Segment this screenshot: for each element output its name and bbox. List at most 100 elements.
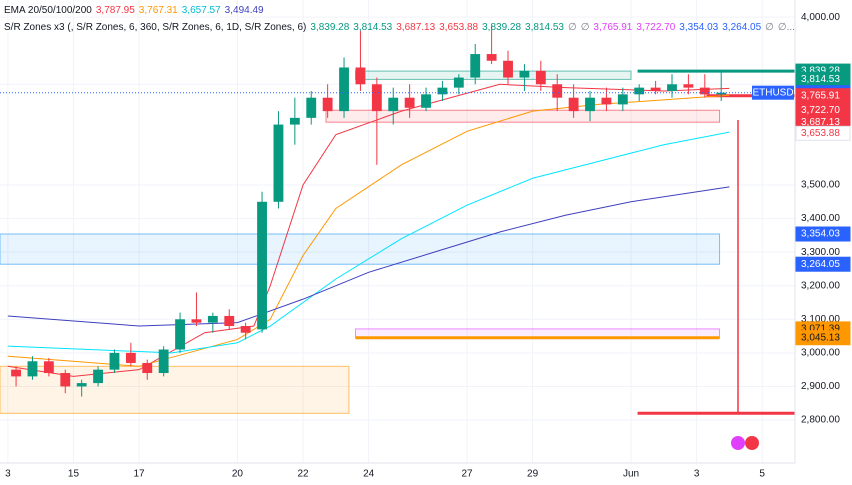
- x-tick-label: 5: [759, 469, 765, 480]
- legend-item: ∅: [580, 22, 590, 33]
- candle-body: [240, 326, 251, 333]
- y-tick-label: 2,900.00: [801, 381, 840, 392]
- price-tag-bg: [795, 330, 851, 346]
- x-tick-label: 3: [5, 469, 11, 480]
- y-tick-label: 2,800.00: [801, 415, 840, 426]
- candle-body: [470, 54, 481, 78]
- y-tick-label: 3,000.00: [801, 348, 840, 359]
- x-tick-label: 15: [68, 469, 80, 480]
- candle-body: [634, 87, 645, 95]
- candle-body: [191, 319, 202, 323]
- candle-body: [667, 84, 677, 91]
- ema-line: [7, 131, 730, 354]
- candle-body: [388, 97, 399, 112]
- price-tag: 3,722.70: [801, 105, 840, 116]
- candle-body: [503, 60, 513, 78]
- x-tick-label: 22: [297, 469, 309, 480]
- candle-body: [289, 117, 300, 125]
- y-tick-label: 3,100.00: [801, 314, 840, 325]
- legend-item: 3,657.57: [181, 5, 221, 16]
- ema-line: [7, 186, 730, 327]
- price-tag: 3,653.88: [801, 128, 840, 139]
- candle-body: [601, 97, 612, 105]
- candle-body: [142, 362, 153, 374]
- price-tag-bg: [795, 88, 851, 104]
- legend-item: EMA 20/50/100/200: [4, 5, 92, 16]
- sr-zone: [325, 109, 721, 123]
- price-tag: 3,354.03: [801, 229, 840, 240]
- legend-item: 3,494.49: [224, 5, 264, 16]
- x-tick-label: Jun: [623, 469, 639, 480]
- legend-row: EMA 20/50/100/200 3,787.95 3,767.31 3,657.5…: [4, 2, 799, 19]
- candle-body: [650, 87, 661, 91]
- candle-body: [27, 361, 38, 377]
- candle-body: [355, 67, 366, 85]
- candle-body: [519, 70, 530, 78]
- legend-item: 3,722.70: [636, 22, 676, 33]
- candle-body: [699, 87, 710, 95]
- legend-item: 3,814.53: [525, 22, 564, 33]
- candle-body: [224, 315, 235, 327]
- legend-item: 3,264.05: [722, 22, 762, 33]
- candle-body: [60, 373, 71, 387]
- candle-body: [76, 383, 87, 387]
- price-tag: 3,071.39: [801, 324, 840, 335]
- candle-body: [683, 84, 694, 88]
- y-tick-label: 3,200.00: [801, 280, 840, 291]
- price-tag: 3,814.53: [801, 74, 840, 85]
- candle-body: [486, 54, 497, 61]
- price-tag: 3,687.13: [801, 117, 840, 128]
- price-tag-bg: [795, 256, 851, 272]
- candle-body: [175, 319, 185, 350]
- legend-item: S/R Zones x3 (, S/R Zones, 6, 360, S/R Z…: [4, 22, 307, 33]
- price-tag-bg: [795, 125, 851, 141]
- candle-body: [306, 97, 317, 118]
- y-tick-label: 3,400.00: [801, 213, 840, 224]
- legend-item: ∅: [567, 22, 577, 33]
- candle-body: [43, 361, 54, 374]
- price-tag: 3,765.91: [801, 90, 840, 101]
- candle-body: [339, 67, 349, 112]
- x-tick-label: 17: [133, 469, 145, 480]
- candle-body: [716, 92, 727, 95]
- price-tag: 3,264.05: [801, 259, 840, 270]
- x-tick-label: 20: [232, 469, 244, 480]
- legend-item: 3,787.95: [95, 5, 135, 16]
- candle-body: [322, 97, 333, 112]
- legend-item: ∅: [765, 22, 774, 33]
- y-tick-label: 3,500.00: [801, 180, 840, 191]
- candle-body: [404, 97, 415, 108]
- x-tick-label: 29: [527, 469, 539, 480]
- legend-item: 3,687.13: [396, 22, 436, 33]
- candle-body: [125, 352, 136, 363]
- sr-zone: [0, 233, 721, 265]
- legend-item: 3,765.91: [593, 22, 633, 33]
- legend-item: 3,653.88: [439, 22, 479, 33]
- legend-item: 3,839.28: [482, 22, 522, 33]
- candle-body: [207, 315, 218, 323]
- legend: EMA 20/50/100/200 3,787.95 3,767.31 3,657.5…: [4, 2, 799, 36]
- ema-line: [7, 83, 730, 377]
- candle-body: [535, 70, 546, 85]
- legend-item: 3,814.53: [353, 22, 393, 33]
- candle-body: [273, 124, 284, 202]
- candle-body: [371, 84, 382, 112]
- candle-body: [257, 201, 267, 330]
- y-tick-label: 3,300.00: [801, 247, 840, 258]
- ema-line: [7, 94, 730, 367]
- legend-item: 3,354.03: [679, 22, 719, 33]
- x-tick-label: 3: [694, 469, 700, 480]
- candle-body: [617, 94, 628, 105]
- symbol-tag: ETHUSD: [752, 87, 793, 98]
- candle-body: [552, 84, 563, 98]
- event-icon[interactable]: [731, 436, 745, 450]
- candle-body: [437, 87, 448, 95]
- candle-body: [453, 77, 464, 88]
- flag-icon[interactable]: [745, 436, 759, 450]
- candle-body: [568, 97, 579, 112]
- candle-body: [421, 94, 431, 108]
- candle-body: [109, 352, 120, 370]
- legend-item: 3,839.28: [310, 22, 350, 33]
